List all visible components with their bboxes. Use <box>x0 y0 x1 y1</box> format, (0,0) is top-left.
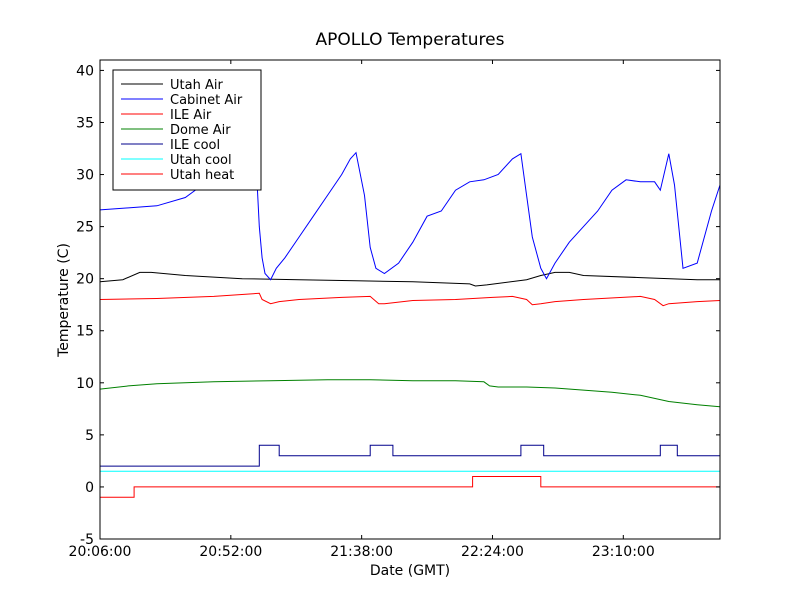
legend-label-ile-air: ILE Air <box>170 108 212 123</box>
series-line-ile-air <box>99 292 721 307</box>
x-tick-label: 23:10:00 <box>592 544 655 560</box>
y-tick-label: 20 <box>76 272 94 288</box>
y-tick-label: 30 <box>76 168 94 184</box>
series-line-cabinet-air <box>99 151 721 281</box>
legend-label-utah-heat: Utah heat <box>170 168 234 183</box>
legend-frame <box>112 69 262 191</box>
y-axis-label: Temperature (C) <box>56 243 72 358</box>
y-tick-label: 25 <box>76 220 94 236</box>
y-tick-label: 35 <box>76 115 94 131</box>
y-tick-label: 15 <box>76 324 94 340</box>
x-tick-label: 20:06:00 <box>69 544 132 560</box>
y-tick-label: 40 <box>76 63 94 79</box>
y-tick-label: 10 <box>76 376 94 392</box>
x-tick-label: 22:24:00 <box>461 544 524 560</box>
legend-label-utah-air: Utah Air <box>170 78 223 93</box>
y-tick-label: 0 <box>85 480 94 496</box>
legend-label-utah-cool: Utah cool <box>170 153 232 168</box>
x-tick-label: 21:38:00 <box>330 544 393 560</box>
x-tick-label: 20:52:00 <box>199 544 262 560</box>
series-layer <box>99 151 721 498</box>
legend-label-cabinet-air: Cabinet Air <box>170 93 243 108</box>
series-line-utah-air <box>99 271 720 287</box>
legend-label-dome-air: Dome Air <box>170 123 231 138</box>
legend-label-ile-cool: ILE cool <box>170 138 220 153</box>
plot-frame <box>99 59 721 540</box>
series-line-ile-cool <box>100 444 720 467</box>
x-axis-label: Date (GMT) <box>370 563 450 579</box>
y-tick-label: -5 <box>80 532 94 548</box>
chart-title: APOLLO Temperatures <box>316 30 505 50</box>
y-tick-label: 5 <box>85 428 94 444</box>
series-line-utah-heat <box>100 476 720 498</box>
ticks-layer: 20:06:00 20:52:00 21:38:00 22:24:00 23:10:00… <box>69 60 720 560</box>
series-line-dome-air <box>99 379 721 408</box>
